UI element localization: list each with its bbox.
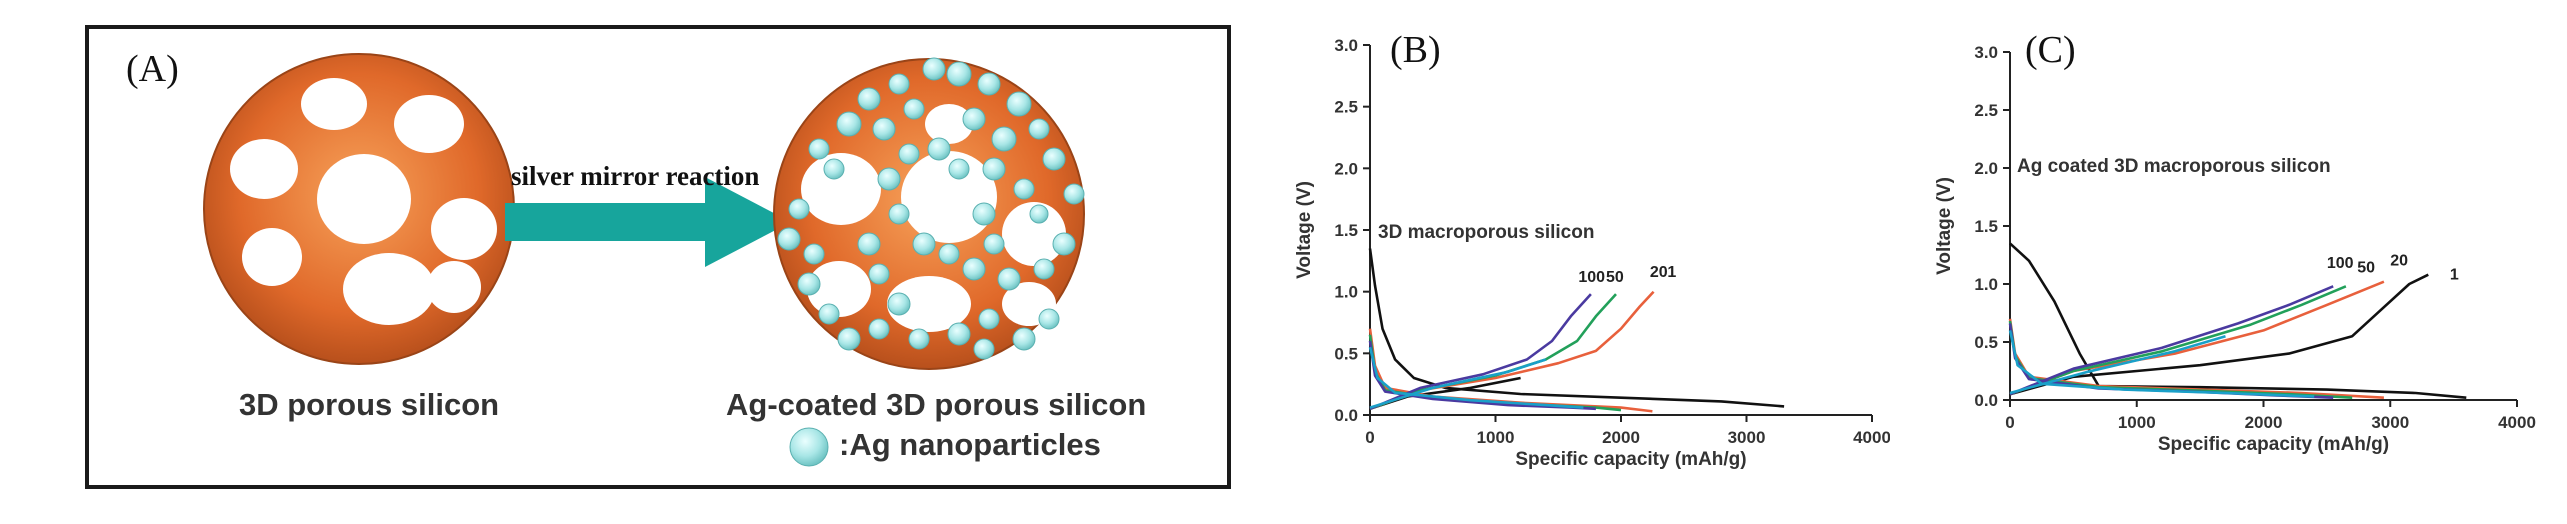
y-tick-label: 2.0 [1334, 159, 1358, 178]
x-tick-label: 3000 [2371, 413, 2409, 432]
schematic-drawing [203, 53, 1085, 467]
ag-legend-icon [789, 427, 829, 467]
series-charge-line [2009, 285, 2334, 396]
left-caption: 3D porous silicon [239, 387, 500, 422]
y-tick-label: 2.0 [1974, 159, 1998, 178]
x-tick-label: 0 [1365, 428, 1374, 447]
x-tick-label: 2000 [2245, 413, 2283, 432]
x-axis-label: Specific capacity (mAh/g) [2158, 434, 2389, 455]
cycle-label: 1 [1667, 264, 1676, 281]
x-tick-label: 2000 [1602, 428, 1640, 447]
y-tick-label: 0.5 [1334, 344, 1358, 363]
series-discharge-line [1368, 248, 1785, 408]
chart-c-container: (C) 0.0 0.5 1.0 1.5 2.0 2.5 3.0 0 1000 2000 3000 40… [1905, 0, 2565, 519]
y-tick-label: 1.5 [1334, 221, 1358, 240]
cycle-label: 100 [1578, 269, 1605, 286]
ag-coated-silicon-sphere [773, 57, 1085, 370]
x-tick-label: 0 [2005, 413, 2014, 432]
cycle-label: 100 [2327, 255, 2354, 272]
cycle-label: 1 [2450, 266, 2459, 283]
x-tick-label: 4000 [1853, 428, 1890, 447]
panel-a-schematic: (A) [85, 25, 1231, 489]
chart-b: 0.0 0.5 1.0 1.5 2.0 2.5 3.0 0 1000 2000 3000 4000 Sp… [1294, 36, 1891, 470]
x-tick-label: 1000 [1477, 428, 1515, 447]
x-tick-label: 3000 [1728, 428, 1766, 447]
chart-annotation: 3D macroporous silicon [1378, 222, 1594, 243]
legend-label: :Ag nanoparticles [839, 427, 1101, 462]
panel-a-label: (A) [126, 48, 179, 90]
y-tick-label: 2.5 [1334, 98, 1358, 117]
y-tick-label: 0.0 [1974, 391, 1998, 410]
series-charge-line [2009, 285, 2347, 396]
series-discharge-line [1368, 346, 1584, 409]
x-tick-label: 1000 [2118, 413, 2156, 432]
porous-silicon-sphere [203, 53, 515, 365]
chart-c-panel-label: (C) [2025, 29, 2076, 71]
series-charge-line [1369, 358, 1547, 409]
series-discharge-line [2008, 330, 2315, 398]
y-tick-label: 0.0 [1334, 406, 1358, 425]
reaction-arrow [505, 177, 791, 267]
ag-nanoparticles [777, 57, 1085, 360]
chart-b-container: (B) 0.0 0.5 1.0 1.5 2.0 2.5 3.0 0 1000 2000 3000 40… [1270, 0, 1891, 519]
cycle-label: 50 [1606, 269, 1624, 286]
series-charge-line [1369, 293, 1592, 411]
chart-c: 0.0 0.5 1.0 1.5 2.0 2.5 3.0 0 1000 2000 3000 4000 Sp… [1934, 43, 2536, 455]
arrow-label: silver mirror reaction [511, 161, 760, 191]
y-tick-label: 3.0 [1974, 43, 1998, 62]
series-charge-line [2009, 273, 2429, 396]
y-tick-label: 1.0 [1334, 283, 1358, 302]
x-tick-label: 4000 [2498, 413, 2536, 432]
y-axis-label: Voltage (V) [1934, 177, 1955, 275]
y-tick-label: 2.5 [1974, 101, 1998, 120]
x-axis-label: Specific capacity (mAh/g) [1515, 449, 1746, 470]
series-charge-line [2009, 334, 2226, 395]
cycle-label: 20 [1650, 264, 1668, 281]
y-axis-label: Voltage (V) [1294, 181, 1315, 279]
y-tick-label: 0.5 [1974, 333, 1998, 352]
y-tick-label: 1.0 [1974, 275, 1998, 294]
cycle-label: 50 [2357, 259, 2375, 276]
chart-b-panel-label: (B) [1390, 29, 1441, 71]
y-tick-label: 1.5 [1974, 217, 1998, 236]
chart-annotation: Ag coated 3D macroporous silicon [2017, 156, 2331, 177]
cycle-label: 20 [2390, 252, 2408, 269]
y-tick-label: 3.0 [1334, 36, 1358, 55]
right-caption: Ag-coated 3D porous silicon [726, 387, 1147, 422]
